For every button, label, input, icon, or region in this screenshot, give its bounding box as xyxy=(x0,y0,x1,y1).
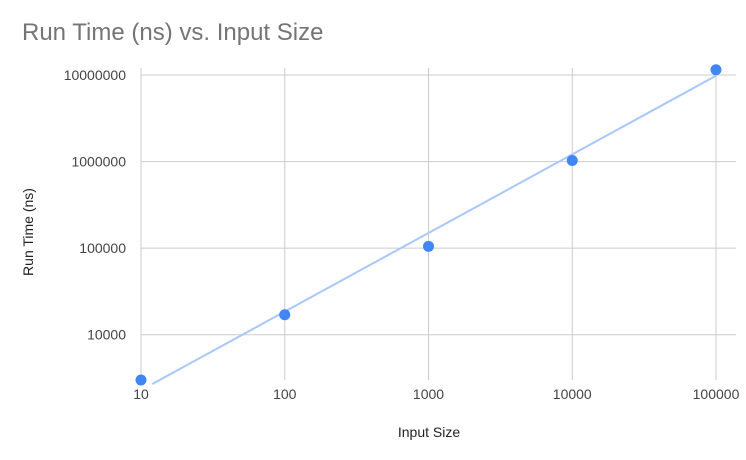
y-axis-ticks: 10000 100000 1000000 10000000 xyxy=(64,67,127,343)
y-axis-title: Run Time (ns) xyxy=(20,188,36,276)
data-point xyxy=(566,154,578,166)
y-tick-label: 10000 xyxy=(87,327,126,343)
x-tick-label: 100000 xyxy=(693,386,740,402)
y-tick-label: 10000000 xyxy=(64,67,127,83)
x-tick-label: 10 xyxy=(133,386,149,402)
x-tick-label: 1000 xyxy=(413,386,444,402)
data-points xyxy=(135,64,722,386)
x-axis-title: Input Size xyxy=(398,424,460,440)
y-tick-label: 100000 xyxy=(79,240,126,256)
x-tick-label: 10000 xyxy=(553,386,592,402)
data-point xyxy=(279,309,291,321)
chart-title: Run Time (ns) vs. Input Size xyxy=(22,19,323,46)
data-point xyxy=(423,240,434,252)
data-point xyxy=(135,374,147,386)
x-axis-ticks: 10 100 1000 10000 100000 xyxy=(133,386,739,402)
trendline-layer xyxy=(151,74,717,385)
grid xyxy=(140,68,736,380)
y-tick-label: 1000000 xyxy=(71,154,126,170)
x-tick-label: 100 xyxy=(273,386,297,402)
data-point xyxy=(710,64,722,76)
trendline xyxy=(151,74,717,385)
